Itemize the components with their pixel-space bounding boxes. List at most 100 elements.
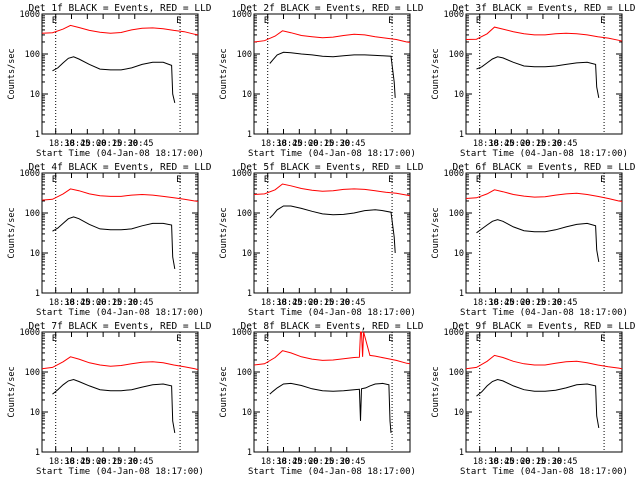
series-lld-line: [253, 183, 411, 197]
series-lld-line: [465, 354, 623, 370]
y-tick-label-tick-10: 10: [242, 408, 252, 418]
x-tick-label: 18:45: [65, 298, 91, 308]
x-axis-label: Start Time (04-Jan-08 18:17:00): [36, 149, 204, 159]
event-marker-label: E: [264, 175, 269, 185]
event-marker-label: E: [476, 16, 481, 26]
x-tick-label: 20:45: [552, 139, 578, 149]
panel-title: Det 7f BLACK = Events, RED = LLD: [28, 321, 211, 332]
y-tick-label-tick-10: 10: [454, 90, 464, 100]
event-marker-label: E: [264, 334, 269, 344]
event-marker-label: E: [388, 175, 393, 185]
y-axis-label: Counts/sec: [431, 366, 441, 417]
x-tick-label: 20:15: [96, 457, 122, 467]
y-axis-label: Counts/sec: [219, 207, 229, 258]
series-lld-line: [41, 188, 199, 202]
x-tick-label: 18:30: [473, 457, 499, 467]
panel-5: Det 5f BLACK = Events, RED = LLD 1 10 100 10…: [219, 162, 424, 318]
y-tick-label-tick-1: 1: [459, 448, 464, 458]
y-tick-label-tick-1: 1: [247, 130, 252, 140]
series-lld-line: [253, 30, 411, 43]
y-tick-label-tick-10: 10: [30, 249, 40, 259]
plot-frame: [253, 13, 411, 135]
y-axis-label: Counts/sec: [219, 48, 229, 99]
plot-frame: [253, 331, 411, 453]
x-tick-label: 20:00: [81, 298, 107, 308]
y-tick-label-tick-1: 1: [247, 289, 252, 299]
x-tick-label: 20:45: [340, 139, 366, 149]
event-marker-label: E: [176, 334, 181, 344]
x-tick-label: 18:45: [489, 139, 515, 149]
x-tick-label: 20:45: [128, 139, 154, 149]
x-axis-label: Start Time (04-Jan-08 18:17:00): [460, 149, 628, 159]
x-tick-label: 20:30: [112, 139, 138, 149]
y-tick-label-tick-10: 10: [242, 90, 252, 100]
x-tick-label: 20:30: [324, 298, 350, 308]
x-tick-label: 20:00: [81, 457, 107, 467]
plot-frame: [465, 331, 623, 453]
x-tick-label: 20:45: [128, 298, 154, 308]
series-lld-line: [41, 356, 199, 371]
x-tick-label: 18:30: [473, 139, 499, 149]
x-axis-label: Start Time (04-Jan-08 18:17:00): [460, 308, 628, 318]
event-marker-label: E: [600, 334, 605, 344]
y-axis-label: Counts/sec: [431, 207, 441, 258]
panel-title: Det 1f BLACK = Events, RED = LLD: [28, 3, 211, 14]
event-marker-label: E: [52, 175, 57, 185]
y-tick-label-tick-10: 10: [454, 249, 464, 259]
x-tick-label: 20:30: [112, 457, 138, 467]
series-lld-line: [41, 24, 199, 36]
panel-title: Det 6f BLACK = Events, RED = LLD: [452, 162, 635, 173]
event-marker-label: E: [600, 175, 605, 185]
series-lld-line: [465, 189, 623, 202]
y-tick-label-tick-1000: 1000: [444, 10, 464, 20]
y-axis-label: Counts/sec: [7, 207, 17, 258]
event-marker-label: E: [476, 175, 481, 185]
panel-2: Det 2f BLACK = Events, RED = LLD 1 10 100 10…: [219, 3, 424, 159]
x-tick-label: 20:15: [308, 139, 334, 149]
y-tick-label-tick-1: 1: [35, 448, 40, 458]
x-tick-label: 20:15: [96, 298, 122, 308]
y-tick-label-tick-100: 100: [237, 209, 252, 219]
x-tick-label: 20:30: [324, 457, 350, 467]
panel-title: Det 5f BLACK = Events, RED = LLD: [240, 162, 423, 173]
y-tick-label-tick-1000: 1000: [232, 169, 252, 179]
x-tick-label: 18:30: [49, 457, 75, 467]
panel-9: Det 9f BLACK = Events, RED = LLD 1 10 100 10…: [431, 321, 636, 477]
series-events-line: [269, 205, 396, 254]
x-tick-label: 20:15: [96, 139, 122, 149]
y-tick-label-tick-10: 10: [242, 249, 252, 259]
y-tick-label-tick-1000: 1000: [232, 328, 252, 338]
x-tick-label: 18:45: [489, 298, 515, 308]
x-tick-label: 20:30: [536, 298, 562, 308]
y-tick-label-tick-10: 10: [454, 408, 464, 418]
y-tick-label-tick-1: 1: [35, 130, 40, 140]
y-tick-label-tick-100: 100: [449, 368, 464, 378]
y-tick-label-tick-1000: 1000: [444, 328, 464, 338]
x-tick-label: 18:45: [277, 139, 303, 149]
y-tick-label-tick-100: 100: [25, 209, 40, 219]
y-axis-label: Counts/sec: [431, 48, 441, 99]
y-tick-label-tick-1000: 1000: [20, 169, 40, 179]
x-axis-label: Start Time (04-Jan-08 18:17:00): [36, 467, 204, 477]
plot-frame: [41, 13, 199, 135]
y-tick-label-tick-100: 100: [25, 368, 40, 378]
y-tick-label-tick-100: 100: [237, 50, 252, 60]
x-tick-label: 20:00: [505, 457, 531, 467]
x-axis-label: Start Time (04-Jan-08 18:17:00): [248, 308, 416, 318]
event-marker-label: E: [52, 16, 57, 26]
series-events-line: [476, 56, 600, 98]
plot-frame: [41, 331, 199, 453]
x-tick-label: 18:45: [489, 457, 515, 467]
event-marker-label: E: [476, 334, 481, 344]
y-tick-label-tick-100: 100: [25, 50, 40, 60]
x-tick-label: 20:00: [293, 457, 319, 467]
x-tick-label: 18:45: [65, 457, 91, 467]
plot-frame: [253, 172, 411, 294]
panel-title: Det 4f BLACK = Events, RED = LLD: [28, 162, 211, 173]
panel-7: Det 7f BLACK = Events, RED = LLD 1 10 100 10…: [7, 321, 212, 477]
series-events-line: [269, 51, 396, 98]
x-tick-label: 18:45: [65, 139, 91, 149]
y-tick-label-tick-1000: 1000: [20, 328, 40, 338]
x-tick-label: 20:45: [340, 298, 366, 308]
plot-frame: [465, 13, 623, 135]
